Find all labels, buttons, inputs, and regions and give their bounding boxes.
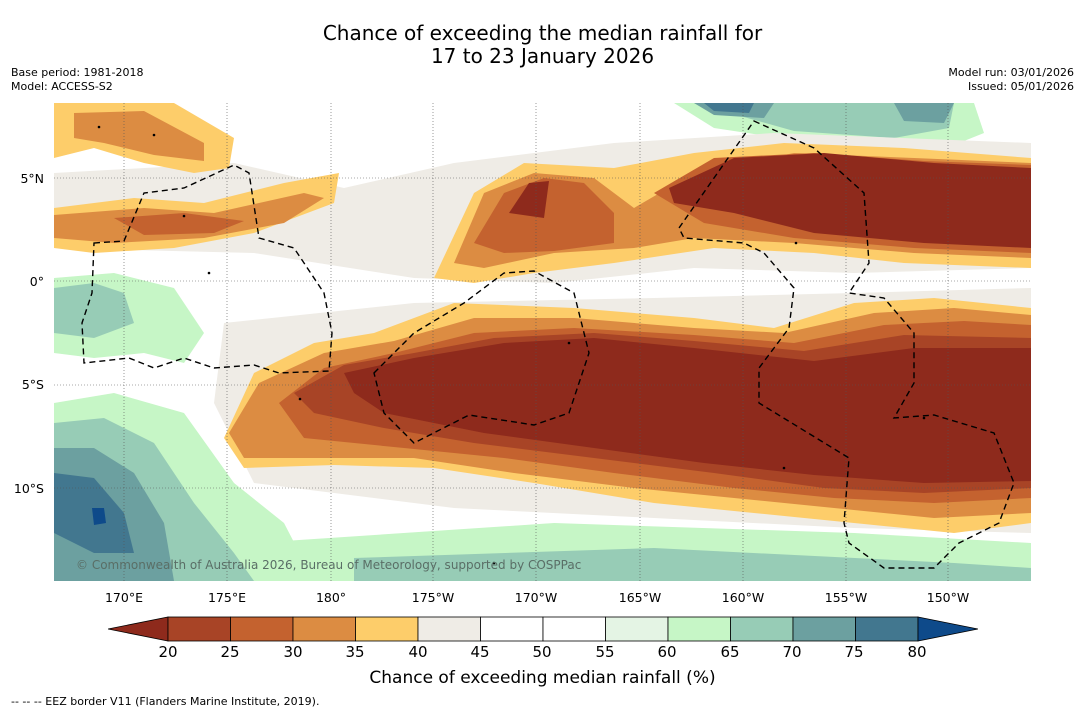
island-marker (922, 416, 926, 420)
map-title-line-2: 17 to 23 January 2026 (430, 44, 655, 68)
island-marker (492, 561, 496, 565)
island-marker (207, 271, 211, 275)
colorbar-label-35: 35 (345, 643, 365, 661)
x-tick-165w: 165°W (618, 590, 662, 605)
y-tick-5n: 5°N (20, 171, 44, 186)
colorbar-segment (292, 616, 356, 642)
island-marker (782, 466, 786, 470)
colorbar-segment (167, 616, 231, 642)
colorbar-segment (667, 616, 731, 642)
shade-20-north-east (669, 153, 1031, 248)
y-tick-0: 0° (29, 274, 44, 289)
eez-border-line-islands (678, 120, 1015, 569)
meta-left: Base period: 1981-2018 Model: ACCESS-S2 (11, 66, 143, 94)
shade-20-south (344, 338, 1031, 483)
x-tick-170e: 170°E (104, 590, 143, 605)
shade-30-north-west-2 (114, 213, 244, 235)
island-marker (182, 214, 186, 218)
colorbar-label-45: 45 (470, 643, 490, 661)
x-tick-170w: 170°W (514, 590, 558, 605)
shade-deepblue-sw (92, 508, 106, 525)
map-title-line-1: Chance of exceeding the median rainfall … (322, 21, 763, 45)
colorbar-label-70: 70 (782, 643, 802, 661)
colorbar-segment (417, 616, 481, 642)
colorbar-label-60: 60 (657, 643, 677, 661)
y-tick-10s: 10°S (13, 481, 44, 496)
shade-blue-ne (704, 103, 754, 113)
shade-20-north-spot (509, 181, 549, 218)
eez-border-phoenix (373, 270, 590, 444)
x-tick-155w: 155°W (824, 590, 868, 605)
model-text: Model: ACCESS-S2 (11, 80, 113, 93)
eez-borders (81, 120, 1015, 569)
colorbar-label-55: 55 (595, 643, 615, 661)
island-marker (567, 341, 571, 345)
issued-text: Issued: 05/01/2026 (967, 80, 1074, 93)
colorbar-segment (480, 616, 544, 642)
island-marker (97, 125, 101, 129)
colorbar-label-30: 30 (283, 643, 303, 661)
island-marker (298, 397, 302, 401)
shade-teal-nw (54, 283, 134, 338)
eez-border-kiribati-gilberts (81, 164, 333, 374)
shade-35-nw (74, 111, 204, 161)
colorbar-segment (355, 616, 419, 642)
graticule (54, 103, 1031, 581)
colorbar-label-65: 65 (720, 643, 740, 661)
rainfall-probability-map (54, 103, 1031, 581)
island-marker (794, 241, 798, 245)
colorbar-segment (542, 616, 606, 642)
x-tick-175e: 175°E (207, 590, 246, 605)
island-marker (152, 133, 156, 137)
colorbar-segment (605, 616, 669, 642)
x-tick-180: 180° (315, 590, 347, 605)
copyright-notice: © Commonwealth of Australia 2026, Bureau… (76, 558, 582, 572)
colorbar-label-75: 75 (844, 643, 864, 661)
y-tick-5s: 5°S (21, 377, 44, 392)
x-tick-150w: 150°W (926, 590, 970, 605)
model-run-text: Model run: 03/01/2026 (948, 66, 1074, 79)
islands (97, 125, 926, 565)
meta-right: Model run: 03/01/2026 Issued: 05/01/2026 (948, 66, 1074, 94)
colorbar-segment (855, 616, 919, 642)
shade-darkteal-ne-2 (894, 103, 954, 123)
colorbar-extend-high (917, 616, 978, 642)
map-svg (54, 103, 1031, 581)
colorbar-label-80: 80 (907, 643, 927, 661)
x-tick-175w: 175°W (411, 590, 455, 605)
shade-teal-south (354, 548, 1031, 581)
colorbar-label-25: 25 (220, 643, 240, 661)
base-period-text: Base period: 1981-2018 (11, 66, 144, 79)
colorbar-title: Chance of exceeding median rainfall (%) (369, 668, 716, 688)
colorbar-segment (730, 616, 794, 642)
colorbar-segment (792, 616, 856, 642)
colorbar-extend-low (108, 616, 169, 642)
colorbar (108, 616, 978, 642)
colorbar-segment (230, 616, 294, 642)
x-tick-160w: 160°W (721, 590, 765, 605)
colorbar-label-40: 40 (408, 643, 428, 661)
colorbar-label-50: 50 (532, 643, 552, 661)
eez-legend: -- -- -- EEZ border V11 (Flanders Marine… (11, 695, 320, 708)
colorbar-label-20: 20 (158, 643, 178, 661)
